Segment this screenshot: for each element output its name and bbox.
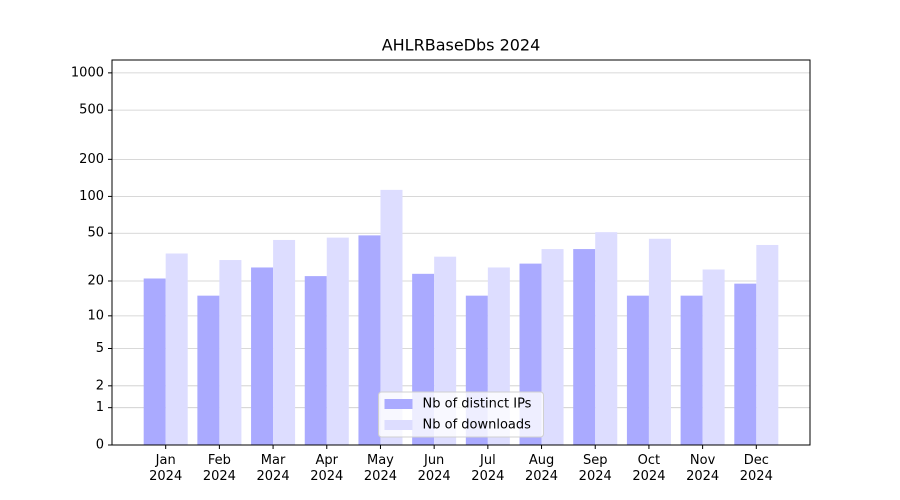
x-tick-label: May 2024 xyxy=(363,453,397,484)
bar xyxy=(304,276,327,445)
legend-label: Nb of distinct IPs xyxy=(423,397,532,412)
y-tick-label: 100 xyxy=(79,189,104,204)
bar xyxy=(595,232,618,445)
x-tick-label: Jan 2024 xyxy=(149,453,183,484)
bar xyxy=(143,278,166,445)
y-tick-label: 5 xyxy=(96,341,104,356)
x-tick-label: Nov 2024 xyxy=(686,453,720,484)
bar xyxy=(680,295,703,445)
x-tick-label: Jul 2024 xyxy=(471,453,505,484)
bar xyxy=(541,249,564,445)
x-tick-label: Sep 2024 xyxy=(578,453,612,484)
x-tick-label: Apr 2024 xyxy=(310,453,344,484)
y-tick-label: 10 xyxy=(87,308,104,323)
x-tick-label: Jun 2024 xyxy=(417,453,451,484)
bar xyxy=(380,189,403,445)
legend-box xyxy=(378,391,544,438)
y-tick-label: 1 xyxy=(96,400,104,415)
y-tick-label: 20 xyxy=(87,274,104,289)
x-tick-label: Feb 2024 xyxy=(202,453,236,484)
bar xyxy=(219,260,242,445)
bar xyxy=(702,269,725,445)
y-tick-label: 2 xyxy=(96,378,104,393)
legend-swatch xyxy=(384,399,413,409)
bar xyxy=(326,237,349,445)
x-tick-label: Mar 2024 xyxy=(256,453,290,484)
bar xyxy=(358,235,381,445)
bar xyxy=(197,295,220,445)
plot-frame xyxy=(111,59,811,446)
chart-title: AHLRBaseDbs 2024 xyxy=(382,36,541,55)
legend-label: Nb of downloads xyxy=(423,418,532,433)
bar xyxy=(648,238,671,445)
x-tick-label: Aug 2024 xyxy=(524,453,559,484)
y-tick-label: 500 xyxy=(79,103,104,118)
bar xyxy=(573,249,596,445)
bar xyxy=(626,295,649,445)
y-tick-label: 200 xyxy=(79,152,104,167)
x-tick-label: Dec 2024 xyxy=(739,453,773,484)
bar xyxy=(165,253,188,445)
bar xyxy=(273,239,296,445)
legend: Nb of distinct IPs Nb of downloads xyxy=(378,391,544,438)
y-tick-label: 1000 xyxy=(71,65,104,80)
bar xyxy=(251,267,274,445)
bar xyxy=(756,244,779,445)
y-tick-label: 0 xyxy=(96,438,104,453)
legend-swatch xyxy=(384,420,413,430)
y-tick-label: 50 xyxy=(87,226,104,241)
bar xyxy=(734,283,757,445)
x-tick-label: Oct 2024 xyxy=(632,453,666,484)
